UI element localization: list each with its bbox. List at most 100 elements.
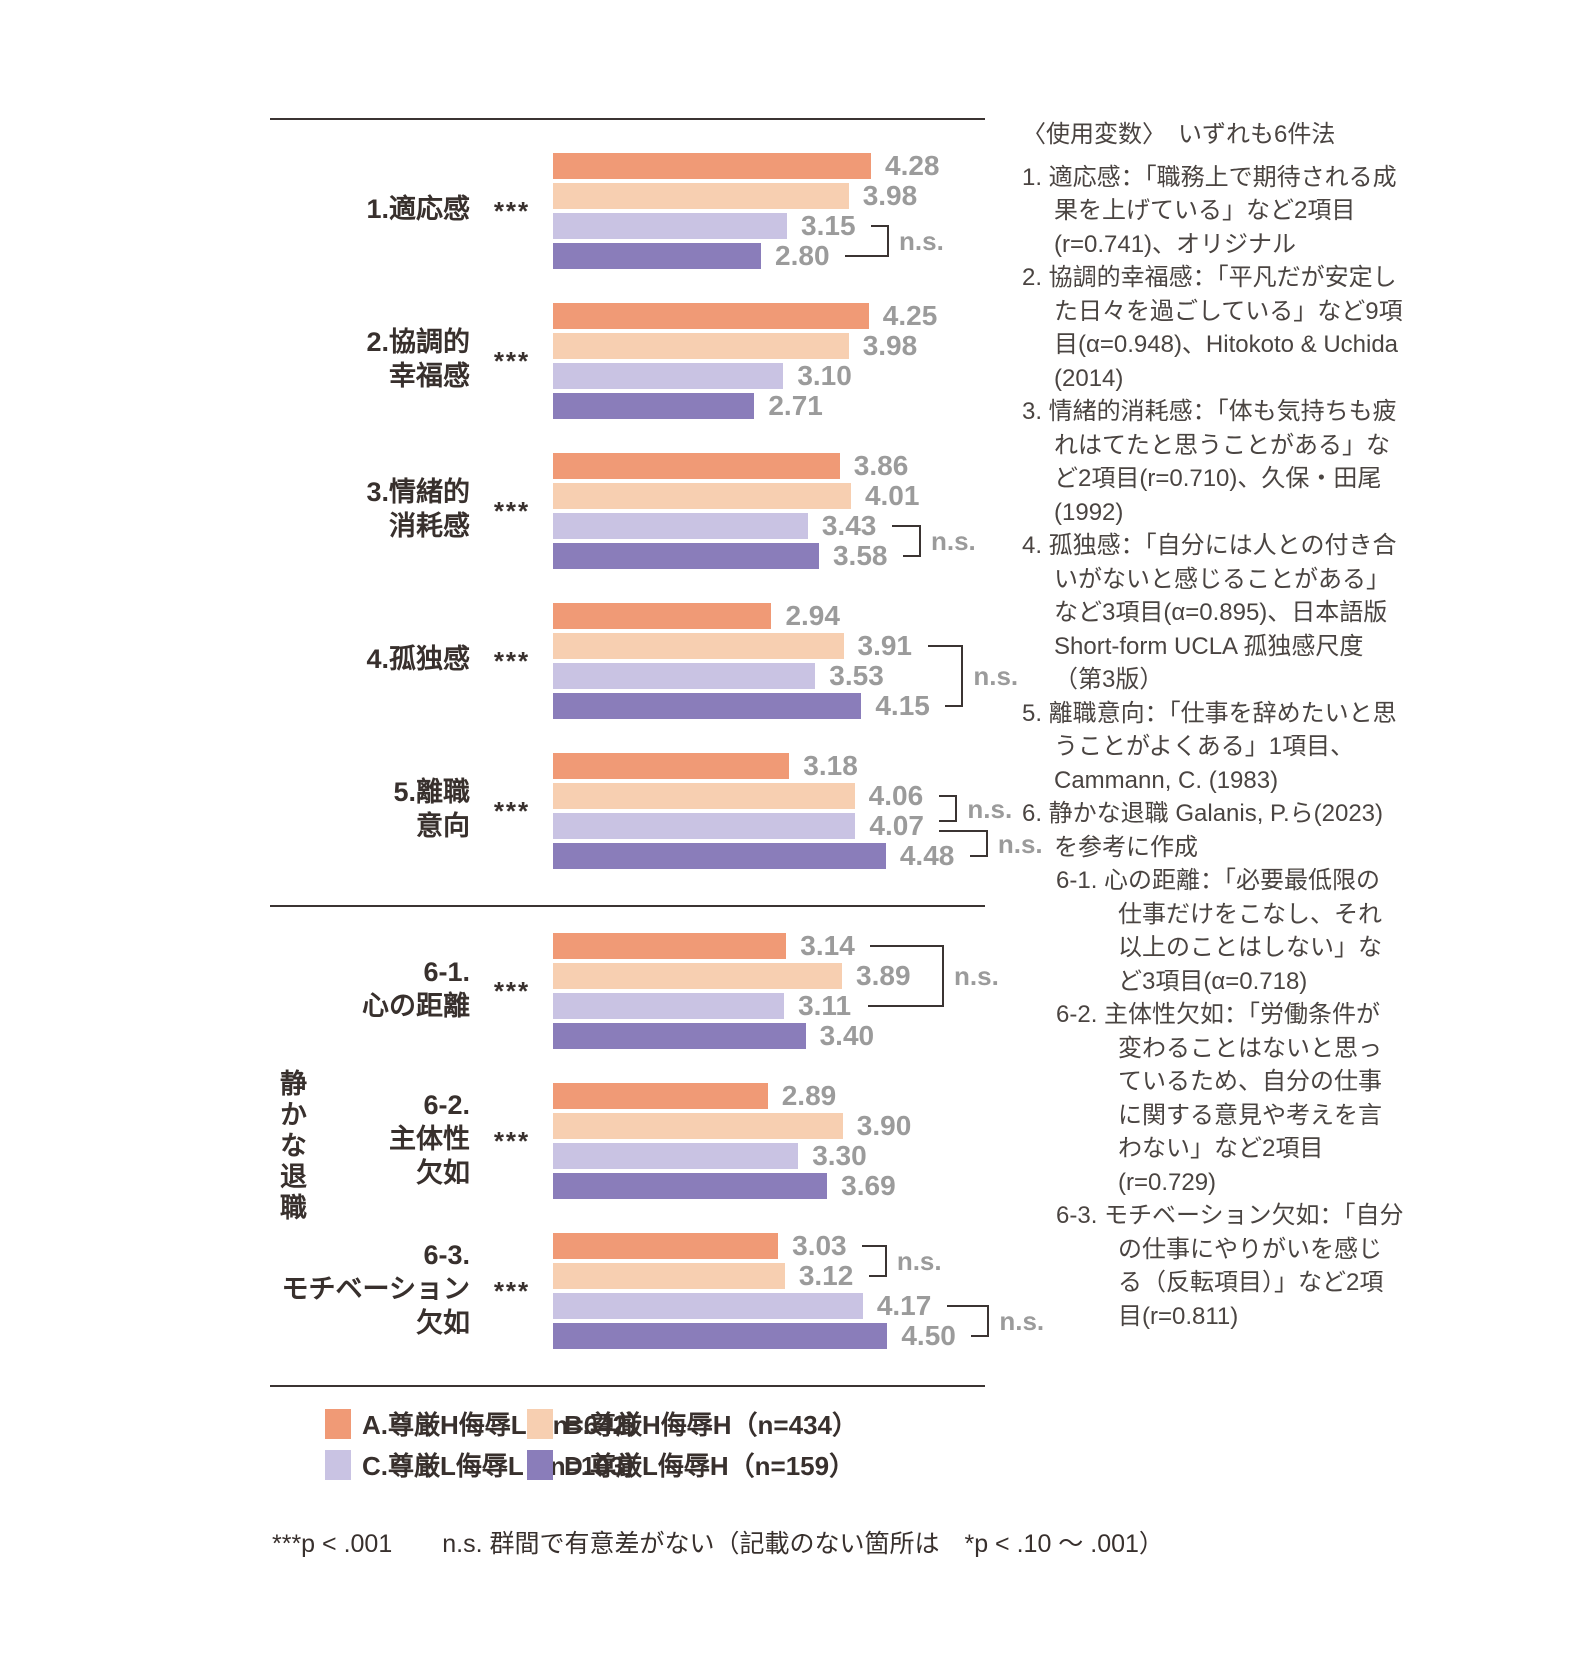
significance-stars: *** xyxy=(493,976,531,1006)
bar-value-label: 3.89 xyxy=(856,960,911,991)
legend-item: B.尊厳H侮辱H（n=434） xyxy=(527,1405,858,1442)
bar-chart: 1.適応感 *** 4.28 3.98 3.15 2.80 n.s. 2.協調的 幸福感 *** 4… xyxy=(270,110,1044,1400)
ns-label: n.s. xyxy=(954,961,999,991)
bar-series-C xyxy=(553,993,785,1019)
legend-swatch xyxy=(527,1408,553,1439)
bar-series-C xyxy=(553,1293,863,1319)
ns-label: n.s. xyxy=(899,226,944,256)
category-label-line: モチベーション xyxy=(281,1274,470,1304)
note-item: 6. 静かな退職 Galanis, P.ら(2023)を参考に作成 xyxy=(1022,800,1384,861)
bar-value-label: 3.14 xyxy=(800,930,855,961)
legend-swatch xyxy=(527,1449,553,1480)
note-sub-item: 6-3. モチベーション欠如：「自分の仕事にやりがいを感じる（反転項目）」など2… xyxy=(1056,1202,1404,1330)
bar-series-B xyxy=(553,1263,785,1289)
bar-value-label: 4.06 xyxy=(868,780,924,811)
legend-label: D.尊厳L侮辱H（n=159） xyxy=(564,1451,856,1481)
ns-bracket-line xyxy=(942,945,945,1007)
bar-value-label: 3.12 xyxy=(798,1260,854,1291)
notes-heading: 〈使用変数〉 いずれも6件法 xyxy=(1022,121,1336,148)
significance-stars: *** xyxy=(493,196,531,226)
significance-stars: *** xyxy=(493,1126,531,1156)
significance-stars: *** xyxy=(493,796,531,826)
category-label-line: 消耗感 xyxy=(389,511,470,541)
bar-series-D xyxy=(553,1173,828,1199)
ns-bracket-line xyxy=(868,1275,885,1277)
bar-value-label: 4.50 xyxy=(901,1320,956,1351)
bar-value-label: 3.11 xyxy=(798,990,852,1021)
bar-value-label: 2.94 xyxy=(785,600,840,631)
note-item: 1. 適応感：「職務上で期待される成果を上げている」など2項目(r=0.741)… xyxy=(1022,163,1397,258)
bar-value-label: 3.58 xyxy=(832,540,888,571)
ns-label: n.s. xyxy=(973,661,1019,691)
bar-value-label: 4.17 xyxy=(876,1290,932,1321)
ns-bracket-line xyxy=(955,795,958,822)
bar-series-A xyxy=(553,153,871,179)
legend-item: A.尊厳H侮辱L（n=642） xyxy=(325,1405,653,1442)
ns-bracket-line xyxy=(939,830,986,832)
ns-bracket-line xyxy=(918,525,921,557)
category-label-line: 1.適応感 xyxy=(366,194,470,224)
bar-series-B xyxy=(553,963,843,989)
ns-bracket-line xyxy=(938,795,956,797)
bar-series-B xyxy=(553,183,849,209)
bar-series-A xyxy=(553,453,840,479)
category-label-line: 主体性 xyxy=(389,1124,470,1154)
note-sub-item: 6-1. 心の距離：「必要最低限の仕事だけをこなし、それ以上のことはしない」など… xyxy=(1056,867,1382,995)
bar-value-label: 4.01 xyxy=(864,480,920,511)
bar-value-label: 3.03 xyxy=(792,1230,847,1261)
category-label-line: 3.情緒的 xyxy=(366,477,470,507)
ns-label: n.s. xyxy=(930,526,976,556)
bar-value-label: 3.18 xyxy=(803,750,858,781)
category-label-line: 4.孤独感 xyxy=(366,644,470,674)
legend-swatch xyxy=(325,1408,351,1439)
bar-series-B xyxy=(553,633,844,659)
bar-series-D xyxy=(553,1323,888,1349)
legend-swatch xyxy=(325,1449,351,1480)
bar-value-label: 4.15 xyxy=(875,690,930,721)
ns-bracket-line xyxy=(845,255,888,257)
legend-label: B.尊厳H侮辱H（n=434） xyxy=(564,1410,858,1440)
bar-series-A xyxy=(553,1233,779,1259)
bar-value-label: 2.89 xyxy=(781,1080,837,1111)
note-item: 2. 協調的幸福感：「平凡だが安定した日々を過ごしている」など9項目(α=0.9… xyxy=(1022,264,1403,392)
category-label: 5.離職 意向 xyxy=(255,775,470,843)
bar-value-label: 3.98 xyxy=(862,180,918,211)
legend-label: C.尊厳L侮辱L（n=103） xyxy=(362,1451,651,1481)
ns-bracket-line xyxy=(971,1335,988,1337)
ns-bracket-line xyxy=(985,830,988,857)
ns-bracket-line xyxy=(961,645,964,707)
legend-label: A.尊厳H侮辱L（n=642） xyxy=(362,1410,654,1440)
legend-item: C.尊厳L侮辱L（n=103） xyxy=(325,1446,650,1483)
bar-series-A xyxy=(553,753,790,779)
category-label: 6-1. 心の距離 xyxy=(255,955,470,1023)
category-label-line: 6-1. xyxy=(423,957,470,987)
ns-bracket-line xyxy=(939,820,956,822)
bar-value-label: 3.53 xyxy=(829,660,884,691)
ns-bracket-line xyxy=(891,525,919,527)
bar-series-D xyxy=(553,543,819,569)
ns-bracket-line xyxy=(969,855,986,857)
bar-value-label: 3.40 xyxy=(819,1020,875,1051)
bar-series-D xyxy=(553,393,755,419)
bar-series-C xyxy=(553,513,808,539)
bar-series-C xyxy=(553,813,856,839)
note-item: 5. 離職意向：「仕事を辞めたいと思うことがよくある」1項目、Cammann, … xyxy=(1022,699,1397,794)
notes-list: 1. 適応感：「職務上で期待される成果を上げている」など2項目(r=0.741)… xyxy=(1022,161,1404,1334)
bar-value-label: 3.10 xyxy=(797,360,852,391)
note-item: 4. 孤独感：「自分には人との付き合いがないと感じることがある」など3項目(α=… xyxy=(1022,532,1397,693)
bar-series-A xyxy=(553,603,772,629)
ns-bracket-line xyxy=(862,1245,885,1247)
divider-rule xyxy=(270,905,985,907)
bar-value-label: 4.28 xyxy=(885,150,940,181)
bar-value-label: 3.30 xyxy=(812,1140,867,1171)
bar-series-B xyxy=(553,483,851,509)
category-label-line: 5.離職 xyxy=(393,777,470,807)
significance-stars: *** xyxy=(493,646,531,676)
bar-value-label: 3.98 xyxy=(862,330,918,361)
bar-series-D xyxy=(553,243,762,269)
bar-value-label: 4.07 xyxy=(869,810,924,841)
variables-notes-panel: 〈使用変数〉 いずれも6件法 1. 適応感：「職務上で期待される成果を上げている… xyxy=(1022,118,1404,1333)
bar-series-C xyxy=(553,213,788,239)
category-label: 2.協調的 幸福感 xyxy=(255,325,470,393)
